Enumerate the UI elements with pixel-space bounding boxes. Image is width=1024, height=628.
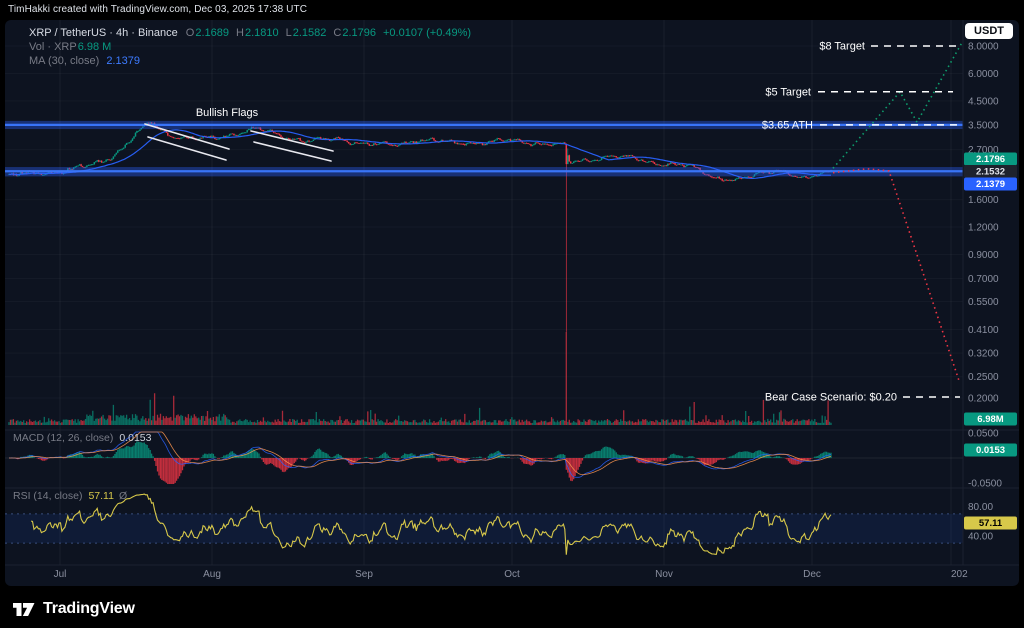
svg-text:Sep: Sep xyxy=(355,569,373,580)
open-label: O xyxy=(185,27,195,39)
footer-bar: TradingView xyxy=(0,590,1024,628)
macd-value-badge: 0.0153 xyxy=(964,443,1017,457)
bear-case-label: Bear Case Scenario: $0.20 xyxy=(765,392,897,404)
svg-text:0.4100: 0.4100 xyxy=(968,325,999,336)
attribution-text: TimHakki created with TradingView.com, D… xyxy=(8,4,308,15)
bullish-flag-lines[interactable]: Bullish Flags xyxy=(144,107,334,162)
ma-value: 2.1379 xyxy=(106,55,140,67)
rsi-line xyxy=(30,493,832,556)
level-price-badge: 2.1532 xyxy=(964,165,1017,178)
chart-legend: XRP / TetherUS · 4h · Binance O2.1689 H2.1… xyxy=(29,26,471,68)
symbol-title[interactable]: XRP / TetherUS · 4h · Binance xyxy=(29,27,178,39)
rsi-label: RSI (14, close) xyxy=(13,490,83,502)
target-8-label: $8 Target xyxy=(819,41,865,53)
volume-label: Vol · XRP xyxy=(29,41,77,53)
svg-text:2.1796: 2.1796 xyxy=(976,154,1005,165)
svg-text:6.98M: 6.98M xyxy=(977,414,1003,425)
open-value: 2.1689 xyxy=(195,27,229,39)
rsi-value-badge: 57.11 xyxy=(964,516,1017,530)
svg-text:-0.0500: -0.0500 xyxy=(968,479,1002,490)
ath-365-label: $3.65 ATH xyxy=(762,119,813,131)
close-value: 2.1796 xyxy=(342,27,376,39)
high-value: 2.1810 xyxy=(244,27,279,39)
rsi-legend[interactable]: RSI (14, close) 57.11 Ø xyxy=(13,490,127,502)
svg-text:1.2000: 1.2000 xyxy=(968,223,999,234)
svg-text:0.0500: 0.0500 xyxy=(968,429,999,440)
ma-label: MA (30, close) xyxy=(29,55,100,67)
chart-canvas[interactable]: Bullish Flags $8 Target $5 Target $3.65 ATH… xyxy=(5,20,1019,586)
svg-text:2.1532: 2.1532 xyxy=(976,167,1005,178)
svg-text:0.2000: 0.2000 xyxy=(968,394,999,405)
svg-text:0.3200: 0.3200 xyxy=(968,349,999,360)
rsi-suffix: Ø xyxy=(118,490,128,502)
volume-series xyxy=(8,332,832,425)
svg-text:Nov: Nov xyxy=(655,569,673,580)
svg-text:3.5000: 3.5000 xyxy=(968,120,999,131)
projection-bull-line[interactable] xyxy=(832,42,963,169)
tradingview-wordmark[interactable]: TradingView xyxy=(43,600,135,617)
grid xyxy=(59,20,952,565)
volume-badge: 6.98M xyxy=(964,412,1017,426)
svg-text:6.0000: 6.0000 xyxy=(968,69,999,80)
svg-text:202: 202 xyxy=(951,569,968,580)
macd-label: MACD (12, 26, close) xyxy=(13,432,114,444)
svg-text:0.5500: 0.5500 xyxy=(968,297,999,308)
ma-line xyxy=(8,129,831,179)
svg-text:1.6000: 1.6000 xyxy=(968,195,999,206)
svg-text:8.0000: 8.0000 xyxy=(968,42,999,53)
volume-value: 6.98 M xyxy=(77,41,112,53)
svg-text:0.7000: 0.7000 xyxy=(968,274,999,285)
svg-text:Aug: Aug xyxy=(203,569,221,580)
svg-text:Oct: Oct xyxy=(504,569,520,580)
macd-last-value: 0.0153 xyxy=(119,432,152,444)
currency-toggle-button[interactable]: USDT xyxy=(965,23,1013,39)
svg-text:0.2500: 0.2500 xyxy=(968,372,999,383)
macd-legend[interactable]: MACD (12, 26, close) 0.0153 xyxy=(13,432,152,444)
ath-band[interactable] xyxy=(5,120,963,130)
svg-text:0.9000: 0.9000 xyxy=(968,250,999,261)
svg-text:0.0153: 0.0153 xyxy=(976,445,1005,456)
ma-value-badge: 2.1379 xyxy=(964,177,1017,191)
target-5-label: $5 Target xyxy=(765,86,811,98)
price-axis[interactable]: 8.0000 6.0000 4.5000 3.5000 2.7000 1.6000 1.20… xyxy=(968,42,1002,543)
low-value: 2.1582 xyxy=(292,27,327,39)
svg-text:40.00: 40.00 xyxy=(968,531,993,542)
svg-text:57.11: 57.11 xyxy=(979,518,1003,529)
tradingview-logo-icon[interactable] xyxy=(12,599,36,619)
svg-text:Dec: Dec xyxy=(803,569,821,580)
time-axis[interactable]: Jul Aug Sep Oct Nov Dec 202 xyxy=(54,569,969,580)
legend-volume-row[interactable]: Vol · XRP6.98 M xyxy=(29,40,471,54)
change-value: +0.0107 (+0.49%) xyxy=(383,27,472,39)
bullish-flags-label: Bullish Flags xyxy=(196,107,259,119)
annotation-lines[interactable]: $8 Target $5 Target $3.65 ATH Bear Case Sce… xyxy=(762,41,960,404)
legend-ma-row[interactable]: MA (30, close) 2.1379 xyxy=(29,54,471,68)
high-label: H xyxy=(236,27,244,39)
close-label: C xyxy=(333,27,342,39)
low-label: L xyxy=(285,27,292,39)
legend-symbol-row[interactable]: XRP / TetherUS · 4h · Binance O2.1689 H2.1… xyxy=(29,26,471,40)
svg-text:80.00: 80.00 xyxy=(968,502,993,513)
pane-separators xyxy=(5,20,1019,566)
svg-text:Jul: Jul xyxy=(54,569,67,580)
support-band[interactable] xyxy=(5,167,963,177)
rsi-pane xyxy=(5,513,963,544)
price-close-badge: 2.1796 xyxy=(964,152,1017,166)
macd-pane xyxy=(5,431,963,484)
svg-text:4.5000: 4.5000 xyxy=(968,96,999,107)
chart-panel: Bullish Flags $8 Target $5 Target $3.65 ATH… xyxy=(5,20,1019,586)
rsi-last-value: 57.11 xyxy=(88,490,114,502)
svg-text:2.7000: 2.7000 xyxy=(968,145,999,156)
projection-bear-line[interactable] xyxy=(832,167,960,381)
svg-text:2.1379: 2.1379 xyxy=(976,179,1005,190)
